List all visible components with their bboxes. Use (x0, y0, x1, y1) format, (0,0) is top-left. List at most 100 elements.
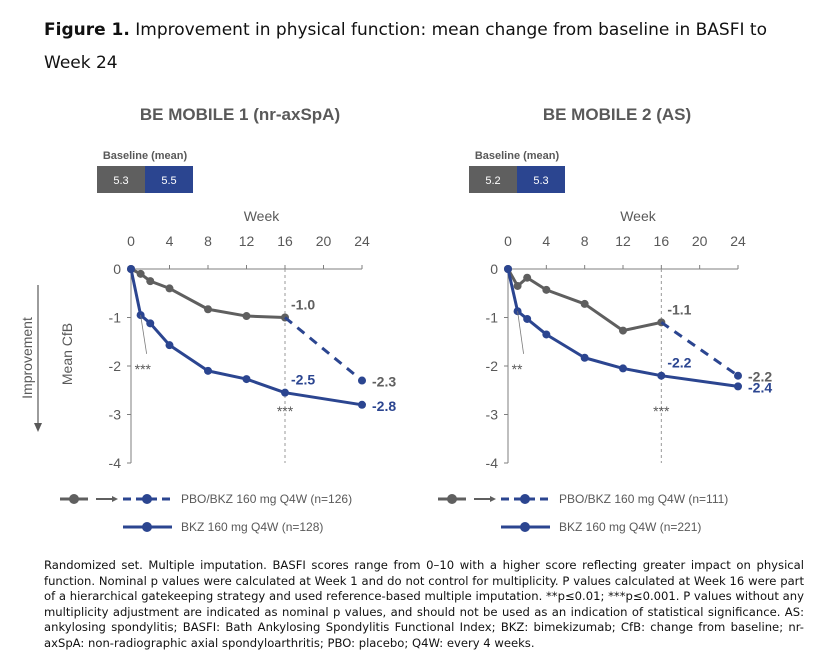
x-tick-label: 4 (166, 233, 174, 249)
baseline-pbo-value: 5.2 (485, 175, 500, 187)
y-tick-label: -2 (109, 358, 122, 374)
x-tick-label: 16 (654, 233, 670, 249)
x-tick-label: 12 (615, 233, 631, 249)
legend-pbo-blue-marker (520, 494, 530, 504)
data-point (127, 265, 135, 273)
annotation-leader-line (517, 311, 524, 354)
x-tick-label: 4 (542, 233, 550, 249)
series-line-2 (284, 316, 363, 382)
data-label: -2.4 (748, 379, 772, 395)
significance-marker: *** (653, 403, 670, 419)
legend-label-pbo: PBO/BKZ 160 mg Q4W (n=126) (181, 492, 352, 506)
significance-marker: ** (512, 361, 523, 377)
legend-label-bkz: BKZ 160 mg Q4W (n=128) (181, 520, 323, 534)
data-point (580, 353, 589, 362)
y-tick-label: -3 (109, 407, 122, 423)
chart-panel-1: BE MOBILE 1 (nr-axSpA) Baseline (mean) 5.3… (59, 105, 396, 534)
legend-bkz-marker (142, 522, 152, 532)
figure-title: Figure 1. Improvement in physical functi… (44, 14, 804, 80)
data-point (734, 382, 742, 391)
y-axis-title: Mean CfB (59, 323, 75, 385)
legend-label-pbo: PBO/BKZ 160 mg Q4W (n=111) (559, 492, 728, 506)
data-label: -2.5 (291, 372, 315, 388)
baseline-label: Baseline (mean) (475, 150, 560, 162)
baseline-label: Baseline (mean) (103, 150, 188, 162)
x-axis-title: Week (620, 208, 657, 224)
significance-marker: *** (135, 361, 152, 377)
x-tick-label: 0 (504, 233, 512, 249)
data-label: -2.2 (748, 369, 772, 385)
chart-panel-2: BE MOBILE 2 (AS) Baseline (mean) 5.2 5.3 Wee… (438, 105, 772, 534)
data-point (734, 371, 742, 380)
x-tick-label: 16 (277, 233, 293, 249)
x-tick-label: 12 (239, 233, 255, 249)
improvement-arrow-head-icon (34, 423, 42, 432)
data-label: -2.8 (372, 398, 396, 414)
legend-arrow-head-icon (112, 496, 118, 502)
data-point (358, 376, 366, 385)
improvement-label: Improvement (19, 317, 35, 399)
data-point (619, 364, 627, 373)
legend-label-bkz: BKZ 160 mg Q4W (n=221) (559, 520, 701, 534)
panel-title: BE MOBILE 2 (AS) (543, 105, 691, 124)
x-axis-title: Week (244, 208, 281, 224)
panel-title: BE MOBILE 1 (nr-axSpA) (140, 105, 340, 124)
legend-pbo-gray-marker (447, 494, 457, 504)
x-tick-label: 8 (581, 233, 589, 249)
data-point (204, 305, 212, 314)
legend-bkz-marker (520, 522, 530, 532)
x-tick-label: 24 (354, 233, 370, 249)
figure-label: Figure 1. (44, 20, 130, 40)
data-point (542, 285, 551, 294)
data-point (542, 330, 551, 339)
y-tick-label: 0 (490, 261, 498, 277)
baseline-bkz-box (517, 166, 565, 193)
data-point (513, 281, 522, 290)
data-point (619, 326, 627, 335)
annotation-leader-line (140, 315, 148, 354)
y-tick-label: -3 (486, 407, 499, 423)
y-tick-label: -1 (486, 310, 499, 326)
data-point (657, 371, 666, 380)
data-point (504, 265, 512, 273)
legend-pbo-blue-marker (142, 494, 152, 504)
data-point (523, 273, 532, 282)
baseline-pbo-box (469, 166, 517, 193)
x-tick-label: 20 (316, 233, 332, 249)
x-tick-label: 20 (692, 233, 708, 249)
data-label: -2.3 (372, 374, 396, 390)
data-point (242, 312, 251, 321)
x-tick-label: 8 (204, 233, 212, 249)
data-point (165, 284, 174, 293)
data-point (580, 299, 589, 308)
x-tick-label: 24 (730, 233, 746, 249)
data-point (281, 388, 289, 397)
legend-pbo-gray-marker (69, 494, 79, 504)
baseline-bkz-value: 5.3 (533, 175, 548, 187)
x-tick-label: 0 (127, 233, 135, 249)
figure-charts: BE MOBILE 1 (nr-axSpA) Baseline (mean) 5.3… (19, 105, 772, 534)
baseline-pbo-box (97, 166, 145, 193)
data-label: -1.0 (291, 297, 315, 313)
data-point (358, 400, 366, 409)
data-point (136, 269, 145, 278)
data-label: -1.1 (667, 301, 691, 317)
data-point (165, 341, 174, 350)
y-tick-label: -2 (486, 358, 499, 374)
data-point (523, 314, 532, 323)
y-tick-label: -4 (109, 455, 122, 471)
data-point (204, 366, 212, 375)
footnote: Randomized set. Multiple imputation. BAS… (44, 558, 804, 650)
legend-arrow-head-icon (490, 496, 496, 502)
baseline-bkz-box (145, 166, 193, 193)
data-point (146, 277, 155, 286)
significance-marker: *** (277, 403, 294, 419)
y-tick-label: 0 (113, 261, 121, 277)
baseline-pbo-value: 5.3 (113, 175, 128, 187)
y-tick-label: -4 (486, 455, 499, 471)
baseline-bkz-value: 5.5 (161, 175, 176, 187)
data-label: -2.2 (667, 355, 691, 371)
figure-caption: Improvement in physical function: mean c… (44, 20, 767, 73)
data-point (242, 375, 251, 384)
y-tick-label: -1 (109, 310, 122, 326)
